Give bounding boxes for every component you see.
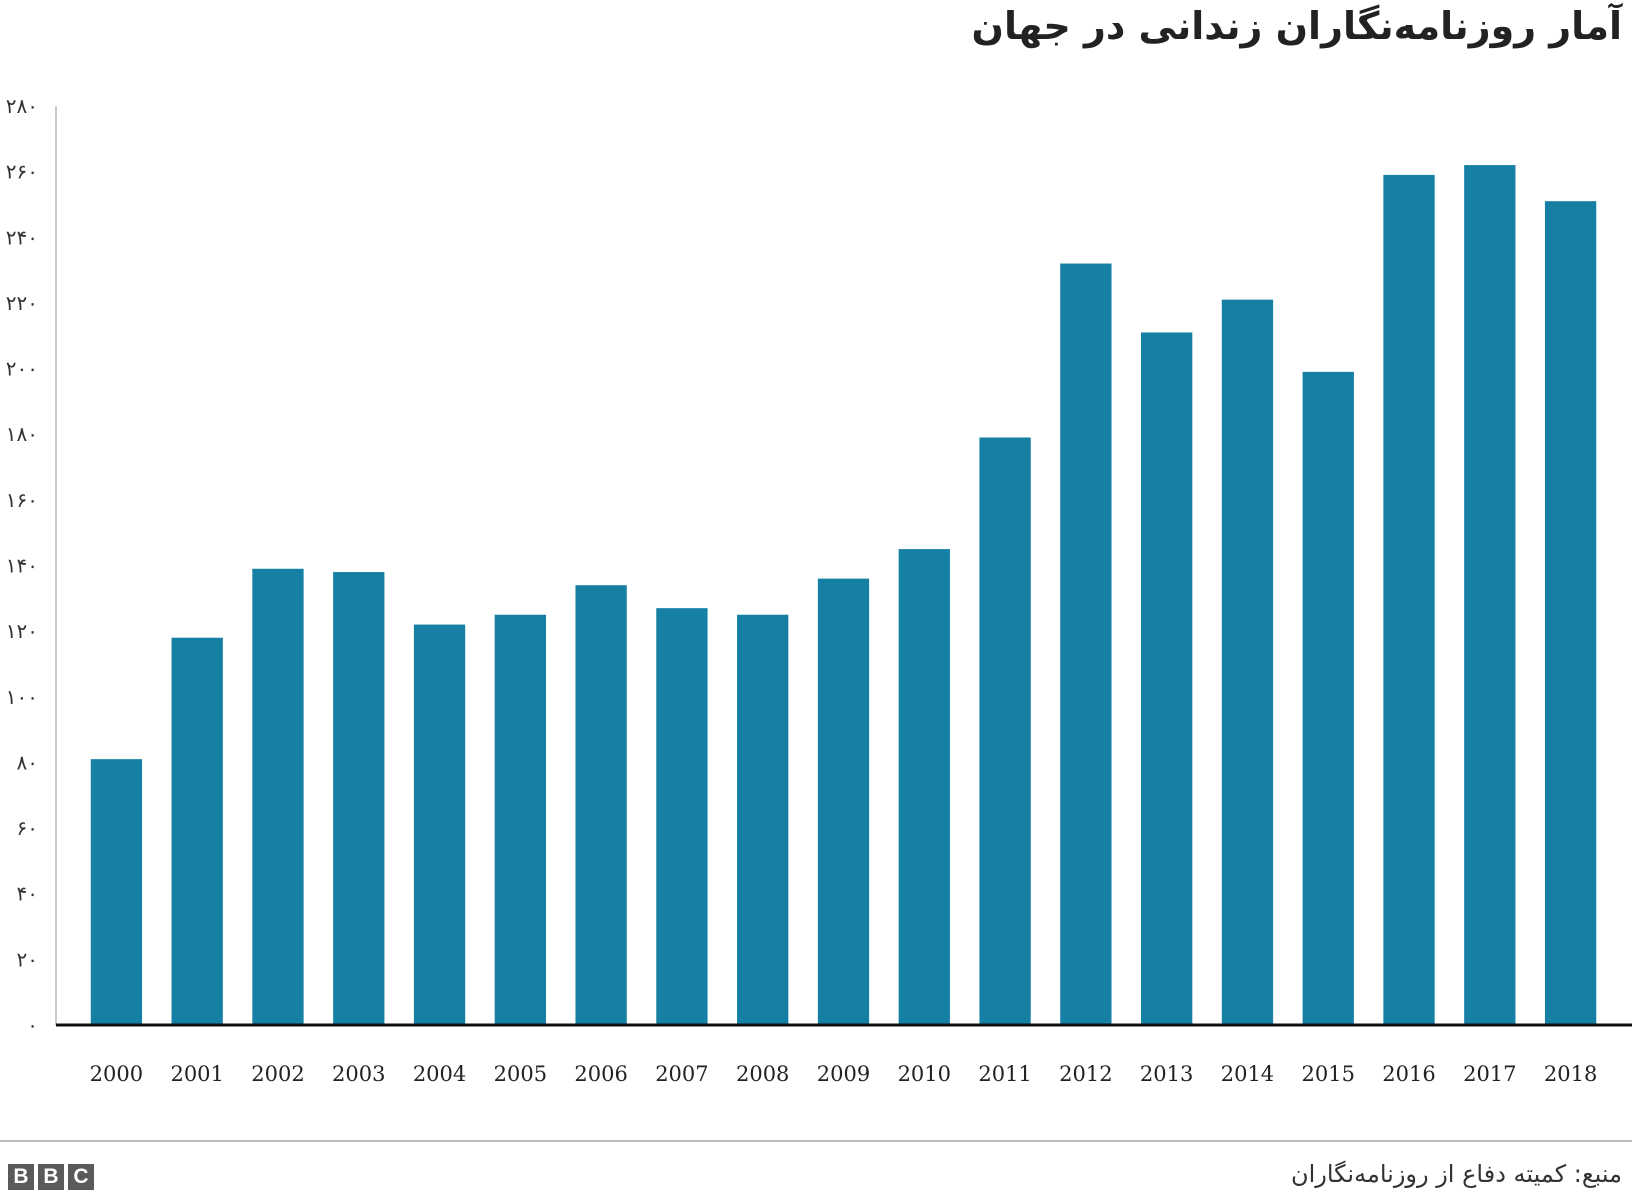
source-note: منبع: کمیته دفاع از روزنامه‌نگاران — [1290, 1160, 1622, 1188]
x-tick-label: 2012 — [1059, 1062, 1112, 1086]
x-tick-label: 2018 — [1544, 1062, 1597, 1086]
x-tick-label: 2011 — [978, 1062, 1031, 1086]
bar — [898, 549, 950, 1025]
y-tick-label: ۲۰ — [17, 947, 38, 971]
bar — [90, 759, 143, 1025]
bar — [413, 624, 466, 1025]
y-tick-label: ۸۰ — [17, 750, 38, 774]
y-tick-label: ۴۰ — [17, 882, 38, 906]
bar — [252, 568, 304, 1025]
logo-letter: C — [68, 1164, 94, 1190]
bar — [575, 585, 627, 1025]
x-tick-label: 2008 — [736, 1062, 789, 1086]
bar — [1464, 165, 1516, 1026]
x-tick-label: 2005 — [494, 1062, 547, 1086]
x-tick-label: 2010 — [898, 1062, 951, 1086]
x-tick-label: 2017 — [1463, 1062, 1516, 1086]
bar — [171, 637, 223, 1025]
bar — [979, 437, 1031, 1025]
x-tick-label: 2000 — [90, 1062, 143, 1086]
bar — [817, 578, 870, 1025]
x-tick-label: 2016 — [1382, 1062, 1435, 1086]
chart-title: آمار روزنامه‌نگاران زندانی در جهان — [971, 4, 1622, 48]
logo-letter: B — [38, 1164, 64, 1190]
bar — [1383, 174, 1435, 1026]
bar — [1141, 332, 1193, 1025]
x-tick-label: 2014 — [1221, 1062, 1274, 1086]
x-tick-label: 2004 — [413, 1062, 466, 1086]
y-tick-label: ۱۲۰ — [6, 619, 38, 643]
y-tick-label: ۱۰۰ — [6, 685, 38, 709]
x-tick-label: 2009 — [817, 1062, 870, 1086]
y-tick-label: ۱۴۰ — [6, 554, 38, 578]
x-tick-label: 2002 — [251, 1062, 304, 1086]
y-tick-label: ۲۲۰ — [6, 291, 38, 315]
bar — [333, 572, 385, 1025]
y-tick-label: ۱۶۰ — [6, 488, 38, 512]
bbc-logo: B B C — [8, 1164, 94, 1190]
y-tick-label: ۲۴۰ — [6, 225, 38, 249]
y-tick-label: ۶۰ — [17, 816, 38, 840]
bar — [1221, 299, 1274, 1025]
x-tick-label: 2007 — [655, 1062, 708, 1086]
y-tick-label: ۲۶۰ — [6, 160, 38, 184]
x-tick-label: 2001 — [170, 1062, 223, 1086]
x-tick-label: 2013 — [1140, 1062, 1193, 1086]
bar — [1060, 263, 1112, 1025]
bars — [90, 165, 1597, 1026]
logo-letter: B — [8, 1164, 34, 1190]
y-tick-label: ۱۸۰ — [6, 422, 38, 446]
x-tick-label: 2006 — [574, 1062, 627, 1086]
bar — [656, 608, 708, 1025]
y-tick-label: ۲۸۰ — [6, 94, 38, 118]
y-axis: ۰ ۲۰ ۴۰ ۶۰ ۸۰ ۱۰۰ ۱۲۰ ۱۴۰ ۱۶۰ ۱۸۰ ۲۰۰ ۲۲۰ ۲۴۰ ۲۶۰ ۲۸۰ — [6, 94, 57, 1037]
bar-chart: ۰۲۰۴۰۶۰۸۰۱۰۰۱۲۰۱۴۰۱۶۰۱۸۰۲۰۰۲۲۰۲۴۰۲۶۰۲۸۰ … — [6, 94, 1632, 1086]
y-tick-label: ۰ — [27, 1013, 38, 1037]
x-tick-label: 2003 — [332, 1062, 385, 1086]
bar — [494, 614, 546, 1025]
bar — [1544, 201, 1597, 1026]
bar — [1302, 371, 1354, 1025]
x-axis: 2000 2001 2002 2003 2004 2005 2006 2007 2008 2009… — [56, 1023, 1632, 1086]
bar — [737, 614, 789, 1025]
footer-divider — [0, 1140, 1632, 1142]
x-tick-label: 2015 — [1302, 1062, 1355, 1086]
y-tick-label: ۲۰۰ — [6, 357, 38, 381]
